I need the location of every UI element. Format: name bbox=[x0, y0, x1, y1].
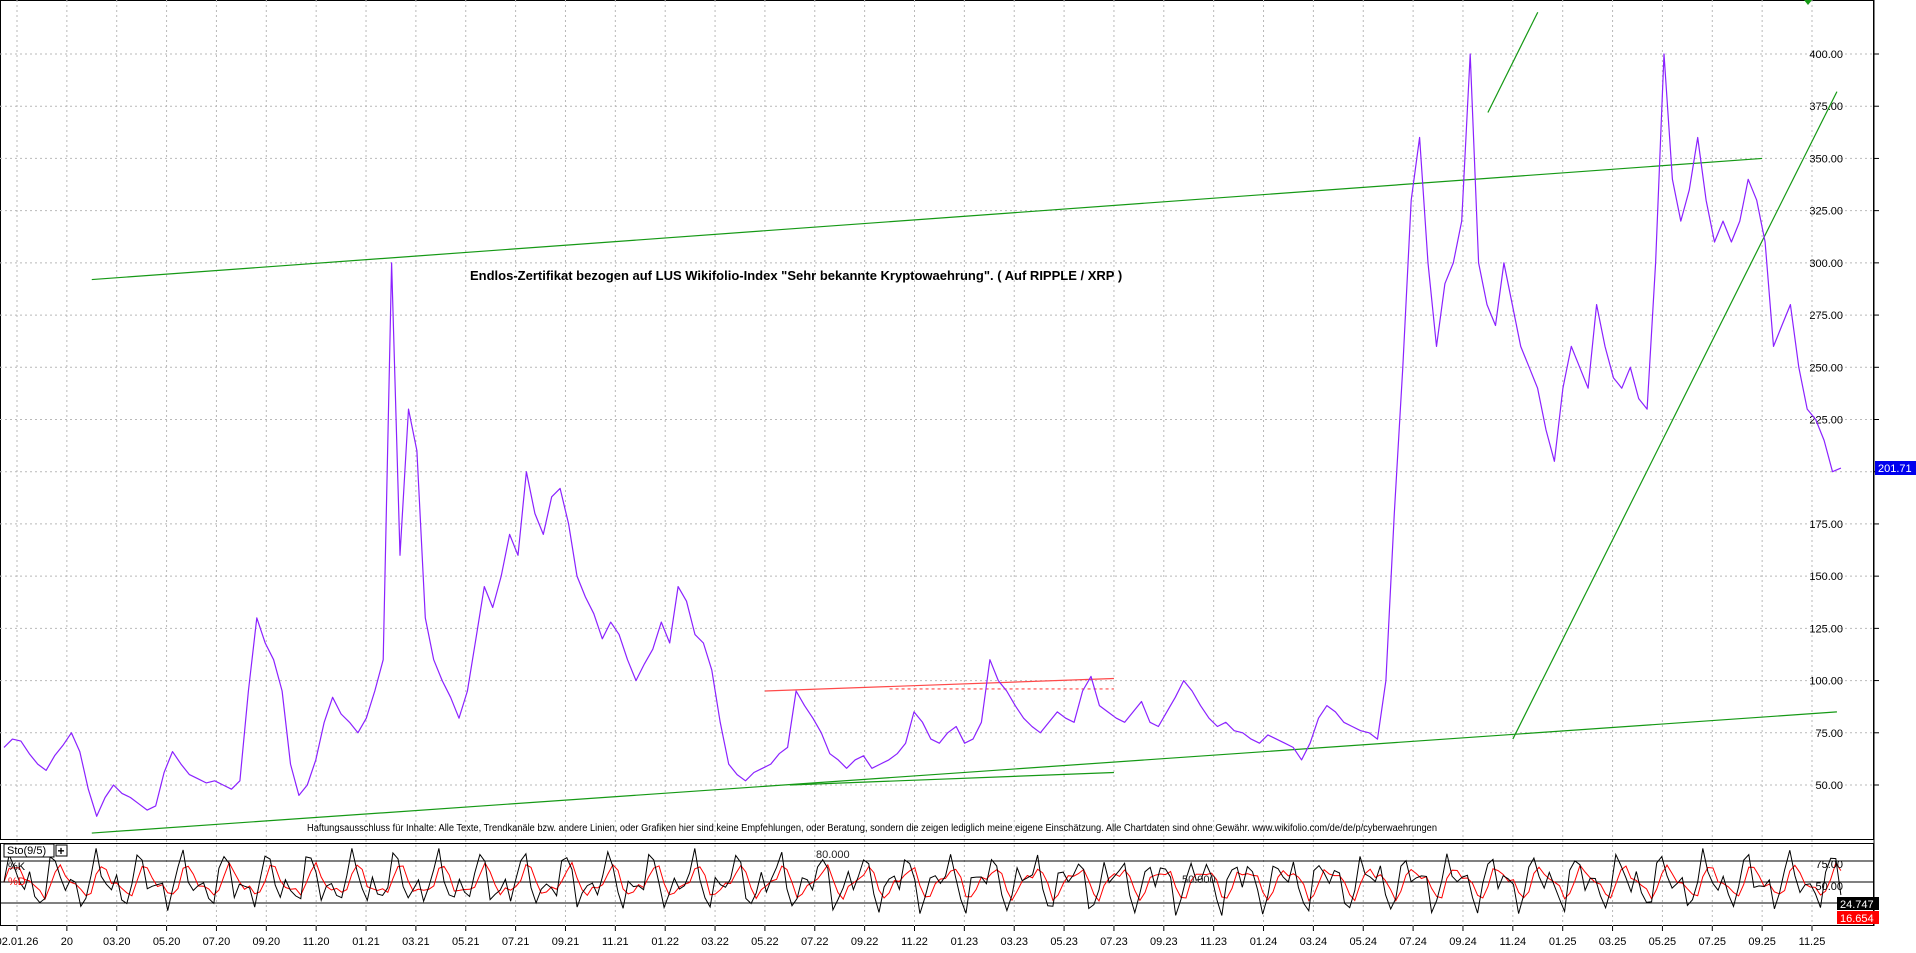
stoch-series bbox=[0, 848, 1873, 916]
price-tick-label: 400.00 bbox=[1809, 49, 1843, 61]
legend-d: %D bbox=[8, 876, 26, 888]
stoch-annotation-50: 50.000 bbox=[1182, 874, 1216, 886]
date-tick-label: 07.24 bbox=[1399, 936, 1427, 948]
date-tick-label: 05.20 bbox=[153, 936, 181, 948]
last-value-badge bbox=[1875, 461, 1916, 475]
price-tick-label: 125.00 bbox=[1809, 623, 1843, 635]
date-tick-label: 01.22 bbox=[651, 936, 679, 948]
stoch-annotation-80: 80.000 bbox=[816, 849, 850, 861]
date-tick-label: 11.20 bbox=[303, 936, 330, 948]
stoch-d-line bbox=[3, 861, 1842, 902]
trend-line bbox=[91, 711, 1837, 834]
date-axis: 02.01.26 20 03.20 05.20 07.20 09.20 11.20 01.21… bbox=[0, 926, 1825, 948]
stoch-plot-frame bbox=[0, 843, 1874, 926]
price-tick-label: 300.00 bbox=[1809, 258, 1843, 270]
price-series bbox=[3, 53, 1842, 817]
date-tick-label: 02.01.26 bbox=[0, 936, 38, 948]
date-tick-label: 01.23 bbox=[951, 936, 979, 948]
d-value-label: 16.654 bbox=[1840, 913, 1874, 925]
date-tick-label: 03.21 bbox=[402, 936, 430, 948]
date-tick-label: 11.23 bbox=[1200, 936, 1227, 948]
date-tick-label: 03.25 bbox=[1599, 936, 1627, 948]
date-tick-label: 05.25 bbox=[1649, 936, 1677, 948]
date-tick-label: 05.23 bbox=[1050, 936, 1078, 948]
date-tick-label: 01.25 bbox=[1549, 936, 1577, 948]
date-tick-label: 11.22 bbox=[901, 936, 928, 948]
date-tick-label: 11.24 bbox=[1499, 936, 1526, 948]
trend-line bbox=[789, 771, 1114, 786]
date-tick-label: 05.22 bbox=[751, 936, 779, 948]
indicator-label-box[interactable] bbox=[3, 843, 55, 858]
stoch-tick-75: 75.00 bbox=[1815, 859, 1843, 871]
last-value-label: 201.71 bbox=[1878, 463, 1912, 475]
date-tick-label: 09.23 bbox=[1150, 936, 1178, 948]
price-tick-label: 50.00 bbox=[1815, 780, 1843, 792]
trend-line bbox=[764, 677, 1114, 692]
chart-title: Endlos-Zertifikat bezogen auf LUS Wikifo… bbox=[470, 268, 1122, 283]
price-tick-label: 150.00 bbox=[1809, 571, 1843, 583]
date-tick-label: 07.21 bbox=[502, 936, 530, 948]
date-tick-label: 03.23 bbox=[1000, 936, 1028, 948]
date-tick-label: 05.21 bbox=[452, 936, 480, 948]
price-tick-label: 250.00 bbox=[1809, 362, 1843, 374]
grid bbox=[0, 0, 1873, 926]
date-tick-label: 11.21 bbox=[602, 936, 629, 948]
date-tick-label: 09.25 bbox=[1748, 936, 1776, 948]
trend-line bbox=[1512, 91, 1838, 740]
date-tick-label: 07.25 bbox=[1699, 936, 1727, 948]
date-tick-label: 07.20 bbox=[203, 936, 231, 948]
date-tick-label: 20 bbox=[61, 936, 73, 948]
price-axis: 50.00 75.00 100.00 125.00 150.00 175.00 225.00… bbox=[1809, 49, 1879, 792]
disclaimer: Haftungsausschluss für Inhalte: Alle Tex… bbox=[307, 823, 1437, 834]
price-tick-label: 350.00 bbox=[1809, 153, 1843, 165]
price-tick-label: 325.00 bbox=[1809, 206, 1843, 218]
date-tick-label: 09.22 bbox=[851, 936, 879, 948]
date-tick-label: 03.22 bbox=[701, 936, 729, 948]
trend-lines bbox=[91, 11, 1838, 834]
scroll-marker-icon[interactable] bbox=[1804, 0, 1812, 5]
price-tick-label: 225.00 bbox=[1809, 415, 1843, 427]
d-value-badge bbox=[1837, 911, 1879, 924]
indicator-add-icon: + bbox=[58, 844, 65, 858]
date-tick-label: 01.24 bbox=[1250, 936, 1278, 948]
legend-k: %K bbox=[8, 861, 26, 873]
price-tick-label: 175.00 bbox=[1809, 519, 1843, 531]
stoch-k-line bbox=[3, 848, 1842, 916]
date-tick-label: 11.25 bbox=[1799, 936, 1826, 948]
trend-line bbox=[1487, 11, 1539, 113]
trend-line bbox=[91, 157, 1763, 281]
date-tick-label: 03.20 bbox=[103, 936, 131, 948]
date-tick-label: 07.23 bbox=[1100, 936, 1128, 948]
price-tick-label: 100.00 bbox=[1809, 676, 1843, 688]
indicator-label: Sto(9/5) bbox=[7, 845, 46, 857]
price-tick-label: 275.00 bbox=[1809, 310, 1843, 322]
k-value-badge bbox=[1837, 897, 1879, 910]
indicator-add-button[interactable] bbox=[55, 844, 68, 857]
price-tick-label: 75.00 bbox=[1815, 728, 1843, 740]
price-line bbox=[3, 53, 1842, 817]
date-tick-label: 07.22 bbox=[801, 936, 829, 948]
date-tick-label: 09.21 bbox=[552, 936, 580, 948]
k-value-label: 24.747 bbox=[1840, 899, 1874, 911]
date-tick-label: 09.20 bbox=[253, 936, 281, 948]
stoch-tick-50: 50.00 bbox=[1815, 881, 1843, 893]
date-tick-label: 03.24 bbox=[1300, 936, 1328, 948]
date-tick-label: 01.21 bbox=[352, 936, 380, 948]
price-tick-label: 375.00 bbox=[1809, 101, 1843, 113]
date-tick-label: 05.24 bbox=[1349, 936, 1377, 948]
date-tick-label: 09.24 bbox=[1449, 936, 1477, 948]
